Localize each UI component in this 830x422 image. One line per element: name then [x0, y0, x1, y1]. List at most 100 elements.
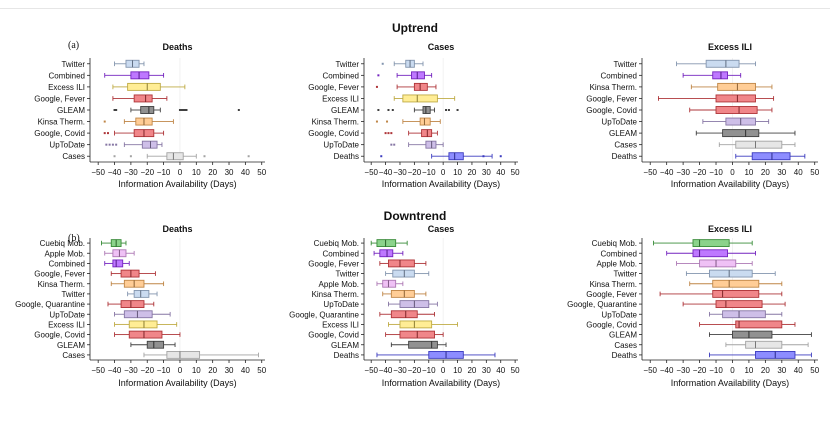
box-iqr	[712, 279, 760, 288]
box-iqr	[112, 259, 124, 268]
box-deaths: Deaths	[334, 351, 496, 360]
y-tick-label: UpToDate	[49, 310, 85, 319]
x-tick-label: 40	[794, 168, 803, 177]
box-iqr	[448, 152, 464, 161]
box-google-covid: Google, Covid	[34, 331, 181, 340]
box-iqr	[127, 82, 161, 91]
y-tick-label: Twitter	[613, 270, 637, 279]
x-tick-label: 30	[225, 366, 234, 375]
outlier-point	[183, 109, 186, 111]
y-tick-label: Combined	[49, 71, 85, 80]
box-twitter: Twitter	[61, 60, 145, 69]
y-tick-label: Excess ILI	[48, 83, 85, 92]
section-downtrend: Downtrend(b)Deaths−50 −40 −30 −20 −10 0 10 20 30…	[15, 209, 820, 388]
y-tick-label: Apple Mob.	[597, 259, 637, 268]
outlier-point	[386, 120, 389, 123]
box-cases: Cases	[614, 141, 796, 150]
box-gleam: GLEAM	[331, 341, 447, 350]
section-label: (b)	[68, 233, 80, 244]
x-tick-label: −20	[140, 366, 154, 375]
x-tick-label: 40	[794, 366, 803, 375]
y-tick-label: Kinsa Therm.	[312, 290, 359, 299]
y-tick-label: Excess ILI	[322, 94, 359, 103]
x-tick-label: −50	[364, 366, 378, 375]
y-tick-label: Google, Covid	[308, 129, 359, 138]
box-iqr	[141, 140, 158, 149]
x-tick-label: −20	[408, 366, 422, 375]
box-iqr	[745, 340, 783, 349]
box-combined: Combined	[601, 249, 756, 258]
box-cuebiq-mob-: Cuebiq Mob.	[314, 239, 408, 248]
panel-title: Cases	[428, 42, 455, 52]
y-tick-label: Google, Quarantine	[567, 300, 637, 309]
box-iqr	[140, 106, 155, 114]
x-tick-label: 10	[192, 366, 201, 375]
outlier-point	[103, 120, 106, 123]
box-gleam: GLEAM	[57, 341, 176, 350]
box-iqr	[425, 140, 437, 149]
box-combined: Combined	[601, 71, 742, 80]
y-tick-label: Deaths	[612, 351, 637, 360]
box-iqr	[715, 106, 758, 114]
panel-downtrend-cases: Cases −50 −40 −30 −20 −10 0 10 20 30 40 50 Informati…	[289, 224, 520, 388]
x-tick-label: 20	[467, 366, 476, 375]
y-tick-label: UpToDate	[49, 141, 85, 150]
x-tick-label: −10	[157, 168, 171, 177]
box-iqr	[382, 279, 397, 288]
x-tick-label: 20	[208, 366, 217, 375]
outlier-point	[111, 143, 114, 146]
y-tick-label: Apple Mob.	[45, 249, 85, 258]
box-iqr	[376, 239, 397, 247]
y-tick-label: GLEAM	[57, 341, 85, 350]
outlier-point	[445, 109, 448, 111]
box-iqr	[421, 129, 433, 138]
x-tick-label: 50	[810, 168, 819, 177]
panel-title: Deaths	[162, 224, 192, 234]
y-tick-label: Google, Covid	[34, 331, 85, 340]
x-axis-label: Information Availability (Days)	[382, 378, 500, 388]
box-iqr	[422, 106, 431, 114]
box-google-fever: Google, Fever	[34, 94, 168, 103]
box-cuebiq-mob-: Cuebiq Mob.	[40, 239, 127, 248]
outlier-point	[390, 132, 393, 135]
y-tick-label: Cases	[614, 141, 637, 150]
x-tick-label: 0	[730, 168, 735, 177]
x-tick-label: 40	[241, 366, 250, 375]
x-axis-label: Information Availability (Days)	[118, 179, 236, 189]
box-google-quarantine: Google, Quarantine	[289, 310, 435, 319]
y-tick-label: Twitter	[335, 270, 359, 279]
box-iqr	[166, 351, 201, 359]
x-tick-label: 30	[225, 168, 234, 177]
y-tick-label: Deaths	[334, 351, 359, 360]
box-iqr	[411, 71, 425, 80]
box-iqr	[692, 249, 728, 258]
y-tick-label: Google, Fever	[308, 259, 359, 268]
box-deaths: Deaths	[612, 152, 806, 161]
x-tick-label: 40	[496, 366, 505, 375]
y-tick-label: UpToDate	[601, 310, 637, 319]
outlier-point	[384, 132, 387, 135]
box-uptodate: UpToDate	[601, 118, 770, 127]
box-iqr	[715, 300, 763, 308]
box-twitter: Twitter	[61, 290, 158, 299]
x-tick-label: −30	[676, 366, 690, 375]
box-excess-ili: Excess ILI	[322, 94, 456, 103]
panel-title: Deaths	[162, 42, 192, 52]
x-tick-label: −40	[379, 168, 393, 177]
x-tick-label: 20	[208, 168, 217, 177]
box-google-covid: Google, Covid	[586, 320, 796, 329]
outlier-point	[456, 109, 459, 111]
x-tick-label: 10	[744, 366, 753, 375]
y-tick-label: Google, Covid	[34, 129, 85, 138]
outlier-point	[113, 109, 116, 111]
box-google-fever: Google, Fever	[308, 259, 427, 268]
outlier-point	[482, 155, 485, 158]
box-iqr	[712, 290, 760, 298]
outlier-point	[113, 155, 116, 158]
box-iqr	[379, 249, 394, 258]
outlier-point	[237, 109, 240, 111]
x-tick-label: −20	[693, 366, 707, 375]
box-combined: Combined	[323, 71, 433, 80]
box-cases: Cases	[62, 351, 259, 360]
y-tick-label: Cuebiq Mob.	[592, 239, 637, 248]
